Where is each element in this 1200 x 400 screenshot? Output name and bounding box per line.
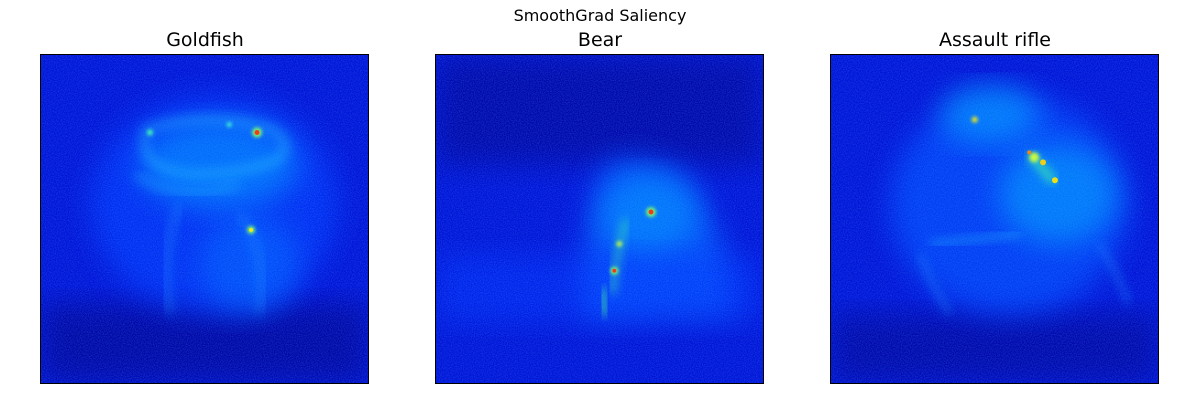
figure-suptitle: SmoothGrad Saliency	[513, 6, 687, 25]
panel-assault-rifle: Assault rifle	[830, 28, 1160, 384]
panel-bear: Bear	[435, 28, 765, 384]
panel-title-goldfish: Goldfish	[166, 29, 244, 51]
saliency-map-assault-rifle	[830, 54, 1159, 384]
panel-title-assault-rifle: Assault rifle	[939, 29, 1051, 51]
saliency-map-bear	[435, 54, 764, 384]
panel-goldfish: Goldfish	[40, 28, 370, 384]
saliency-heatmap-bear	[436, 55, 763, 383]
panel-title-bear: Bear	[577, 29, 623, 51]
saliency-heatmap-assault-rifle	[831, 55, 1158, 383]
saliency-heatmap-goldfish	[41, 55, 368, 383]
saliency-map-goldfish	[40, 54, 369, 384]
